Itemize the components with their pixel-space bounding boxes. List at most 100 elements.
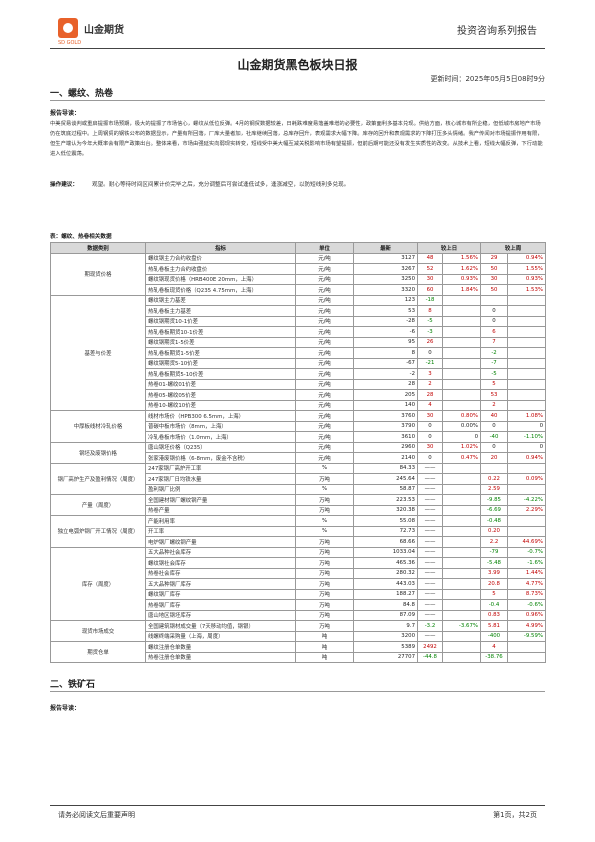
week-change-cell: 30 <box>480 273 508 285</box>
week-change-cell: -6.69 <box>480 504 508 516</box>
unit-cell: 万吨 <box>295 620 354 632</box>
day-change-cell: —— <box>417 557 443 569</box>
week-change-pct-cell: -1.6% <box>507 557 546 569</box>
indicator-cell: 247家钢厂日均铁水量 <box>145 473 296 485</box>
day-change-cell: 0 <box>417 431 443 443</box>
day-change-cell: -18 <box>417 294 443 306</box>
unit-cell: 万吨 <box>295 599 354 611</box>
unit-cell: 元/吨 <box>295 431 354 443</box>
week-change-pct-cell: 1.08% <box>507 410 546 422</box>
week-change-cell <box>480 462 508 474</box>
week-change-pct-cell <box>507 389 546 401</box>
unit-cell: % <box>295 525 354 537</box>
day-change-cell: 30 <box>417 273 443 285</box>
day-change-pct-cell <box>442 326 481 338</box>
latest-cell: 3200 <box>353 630 418 642</box>
day-change-pct-cell <box>442 473 481 485</box>
indicator-cell: 冷轧卷板市场价（1.0mm，上海） <box>145 431 296 443</box>
week-change-cell: -38.76 <box>480 651 508 663</box>
indicator-cell: 螺纹钢主力基差 <box>145 294 296 306</box>
week-change-cell: -400 <box>480 630 508 642</box>
latest-cell: 9.7 <box>353 620 418 632</box>
unit-cell: 元/吨 <box>295 284 354 296</box>
week-change-pct-cell: 44.69% <box>507 536 546 548</box>
unit-cell: 万吨 <box>295 557 354 569</box>
table-row: 热轧卷板主力合约收盘价 元/吨 3267 52 1.62% 50 1.55% <box>51 263 546 275</box>
indicator-cell: 盈利钢厂比例 <box>145 483 296 495</box>
latest-cell: 320.38 <box>353 504 418 516</box>
latest-cell: -28 <box>353 315 418 327</box>
week-change-cell: 53 <box>480 389 508 401</box>
day-change-cell: 4 <box>417 399 443 411</box>
week-change-pct-cell: 0.96% <box>507 609 546 621</box>
latest-cell: 5389 <box>353 641 418 653</box>
category-cell: 独立电弧炉钢厂开工情况（周度） <box>50 515 146 548</box>
day-change-pct-cell <box>442 557 481 569</box>
report-series: 投资咨询系列报告 <box>457 26 537 37</box>
week-change-cell: 2.2 <box>480 536 508 548</box>
day-change-cell: 60 <box>417 284 443 296</box>
unit-cell: 元/吨 <box>295 410 354 422</box>
unit-cell: % <box>295 462 354 474</box>
indicator-cell: 电炉钢厂螺纹钢产量 <box>145 536 296 548</box>
week-change-pct-cell <box>507 399 546 411</box>
week-change-cell: 5 <box>480 378 508 390</box>
section-heading-iron-ore: 二、铁矿石 <box>50 680 96 690</box>
category-cell: 钢坯及废钢价格 <box>50 441 146 464</box>
unit-cell: 元/吨 <box>295 389 354 401</box>
category-cell: 钢厂高炉生产及盈利情况（周度） <box>50 462 146 495</box>
week-change-cell: 5 <box>480 588 508 600</box>
week-change-pct-cell <box>507 357 546 369</box>
day-change-pct-cell <box>442 546 481 558</box>
table-row: 张家港废钢价格（6-8mm，废金不含税） 元/吨 2140 0 0.47% 20 0.94% <box>51 452 546 464</box>
day-change-pct-cell <box>442 399 481 411</box>
indicator-cell: 热轧卷板期货10-1价差 <box>145 326 296 338</box>
rebar-data-table: 数据类别 指标 单位 最新 较上日 较上周 期现货价格 螺纹钢主力合约收盘价 元/吨… <box>50 242 546 663</box>
unit-cell: 元/吨 <box>295 441 354 453</box>
indicator-cell: 线螺终端采购量（上海，周度） <box>145 630 296 642</box>
indicator-cell: 热卷钢厂库存 <box>145 599 296 611</box>
week-change-cell: -0.48 <box>480 515 508 527</box>
unit-cell: % <box>295 515 354 527</box>
header-category: 数据类别 <box>50 242 146 254</box>
day-change-cell: —— <box>417 462 443 474</box>
week-change-pct-cell: 1.55% <box>507 263 546 275</box>
unit-cell: 万吨 <box>295 578 354 590</box>
day-change-pct-cell <box>442 294 481 306</box>
day-change-pct-cell <box>442 462 481 474</box>
day-change-pct-cell <box>442 347 481 359</box>
latest-cell: 123 <box>353 294 418 306</box>
day-change-pct-cell <box>442 515 481 527</box>
latest-cell: 2960 <box>353 441 418 453</box>
day-change-cell: —— <box>417 473 443 485</box>
unit-cell: 元/吨 <box>295 305 354 317</box>
footer-disclaimer: 请务必阅读文后重要声明 <box>58 811 135 819</box>
table-row: 现货市场成交 全国建筑钢材成交量（7天移动均值，钢银） 万吨 9.7 -3.2 -3.67… <box>50 620 546 642</box>
table-row: 期现货价格 螺纹钢主力合约收盘价 元/吨 3127 48 1.56% 29 0.94% <box>50 252 546 296</box>
week-change-pct-cell <box>507 305 546 317</box>
latest-cell: 465.36 <box>353 557 418 569</box>
week-change-pct-cell: -0.7% <box>507 546 546 558</box>
unit-cell: 元/吨 <box>295 263 354 275</box>
guide-label-2: 报告导读： <box>50 705 81 712</box>
week-change-pct-cell: 0.94% <box>507 452 546 464</box>
day-change-pct-cell: 1.62% <box>442 263 481 275</box>
indicator-cell: 全国建材钢厂螺纹钢产量 <box>145 494 296 506</box>
day-change-pct-cell <box>442 357 481 369</box>
day-change-cell: -21 <box>417 357 443 369</box>
day-change-cell: 26 <box>417 336 443 348</box>
day-change-cell: —— <box>417 599 443 611</box>
week-change-cell: 0 <box>480 420 508 432</box>
week-change-cell: 0 <box>480 315 508 327</box>
latest-cell: 27707 <box>353 651 418 663</box>
week-change-pct-cell <box>507 641 546 653</box>
day-change-pct-cell <box>442 536 481 548</box>
table-row: 独立电弧炉钢厂开工情况（周度） 产能利用率% 55.08 —— -0.48 <box>50 515 546 548</box>
brand-name: 山金期货 <box>84 24 124 36</box>
category-cell: 基差与价差 <box>50 294 146 411</box>
week-change-cell: 5.81 <box>480 620 508 632</box>
week-change-pct-cell <box>507 368 546 380</box>
header-divider <box>50 48 545 49</box>
category-cell: 期现货价格 <box>50 252 146 296</box>
week-change-cell: 2.59 <box>480 483 508 495</box>
